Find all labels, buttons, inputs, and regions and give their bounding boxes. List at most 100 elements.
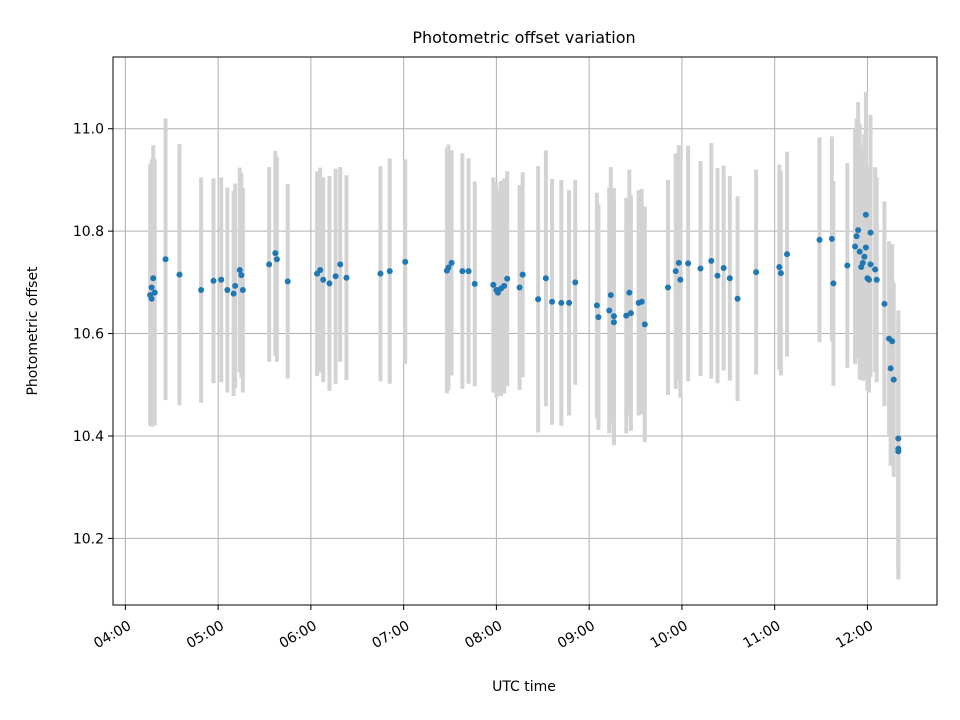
data-point (697, 265, 704, 272)
x-tick-label: 05:00 (184, 618, 227, 652)
data-point (448, 259, 455, 266)
data-point (665, 284, 672, 291)
plot-frame (112, 56, 938, 606)
data-point (230, 290, 237, 297)
data-point (872, 266, 879, 273)
data-point (337, 261, 344, 268)
data-point (784, 251, 791, 258)
data-point (606, 307, 613, 314)
data-point (566, 299, 573, 306)
data-point (504, 275, 511, 282)
data-point (816, 236, 823, 243)
data-point (714, 272, 721, 279)
data-point (238, 272, 245, 279)
y-axis-ticks: 10.2 10.4 10.6 10.8 11.0 (73, 122, 113, 547)
data-point (720, 265, 727, 272)
data-point (861, 253, 868, 260)
data-point (828, 235, 835, 242)
data-point (516, 284, 523, 291)
data-point (638, 298, 645, 305)
data-point (895, 435, 902, 442)
x-axis-label: UTC time (492, 679, 556, 695)
data-point (284, 278, 291, 285)
y-axis-label: Photometric offset (25, 266, 41, 396)
data-point (890, 376, 897, 383)
x-tick-label: 07:00 (369, 618, 412, 652)
data-point (753, 269, 760, 276)
x-tick-label: 10:00 (648, 618, 691, 652)
data-point (148, 295, 155, 302)
data-point (501, 282, 508, 289)
data-point (162, 256, 169, 263)
error-bars (148, 91, 901, 580)
x-tick-label: 12:00 (833, 618, 876, 652)
data-point (377, 270, 384, 277)
data-point (855, 227, 862, 234)
y-tick-label: 11.0 (73, 122, 104, 138)
data-point (198, 287, 205, 294)
data-point (176, 271, 183, 278)
data-point (862, 211, 869, 218)
data-point (595, 314, 602, 321)
x-tick-label: 08:00 (462, 618, 505, 652)
data-point (641, 321, 648, 328)
data-point (862, 244, 869, 251)
data-point (549, 298, 556, 305)
data-point (887, 365, 894, 372)
data-point (610, 313, 617, 320)
y-tick-label: 10.6 (73, 327, 104, 343)
data-point (873, 276, 880, 283)
data-point (218, 276, 225, 283)
data-point (386, 268, 393, 275)
x-tick-label: 09:00 (555, 618, 598, 652)
data-point (239, 287, 246, 294)
data-point (494, 289, 501, 296)
data-point (708, 257, 715, 264)
data-point (210, 277, 217, 284)
chart-title: Photometric offset variation (412, 28, 635, 47)
data-point (726, 275, 733, 282)
data-point (867, 229, 874, 236)
data-point (542, 275, 549, 282)
data-points (147, 211, 902, 455)
data-point (148, 284, 155, 291)
data-point (224, 287, 231, 294)
data-point (865, 276, 872, 283)
data-point (677, 276, 684, 283)
data-point (273, 256, 280, 263)
data-point (317, 267, 324, 274)
data-point (881, 300, 888, 307)
data-point (830, 280, 837, 287)
data-point (320, 276, 327, 283)
data-point (626, 289, 633, 296)
data-point (867, 261, 874, 268)
data-point (607, 292, 614, 299)
data-point (459, 268, 466, 275)
data-point (853, 233, 860, 240)
data-point (623, 312, 630, 319)
data-point (777, 270, 784, 277)
data-point (895, 445, 902, 452)
x-tick-label: 06:00 (277, 618, 320, 652)
x-tick-label: 11:00 (741, 618, 784, 652)
x-axis-ticks: 04:00 05:00 06:00 07:00 08:00 09:00 10:00 11:00… (91, 605, 876, 652)
data-point (266, 261, 273, 268)
data-point (151, 289, 158, 296)
data-point (675, 259, 682, 266)
data-point (402, 258, 409, 265)
data-point (326, 280, 333, 287)
data-point (343, 274, 350, 281)
data-point (734, 295, 741, 302)
y-tick-label: 10.2 (73, 531, 104, 547)
data-point (445, 264, 452, 271)
data-point (465, 268, 472, 275)
data-point (859, 259, 866, 266)
data-point (852, 243, 859, 250)
data-point (672, 268, 679, 275)
data-point (535, 296, 542, 303)
data-point (232, 282, 239, 289)
data-point (776, 263, 783, 270)
data-point (844, 262, 851, 269)
data-point (558, 299, 565, 306)
